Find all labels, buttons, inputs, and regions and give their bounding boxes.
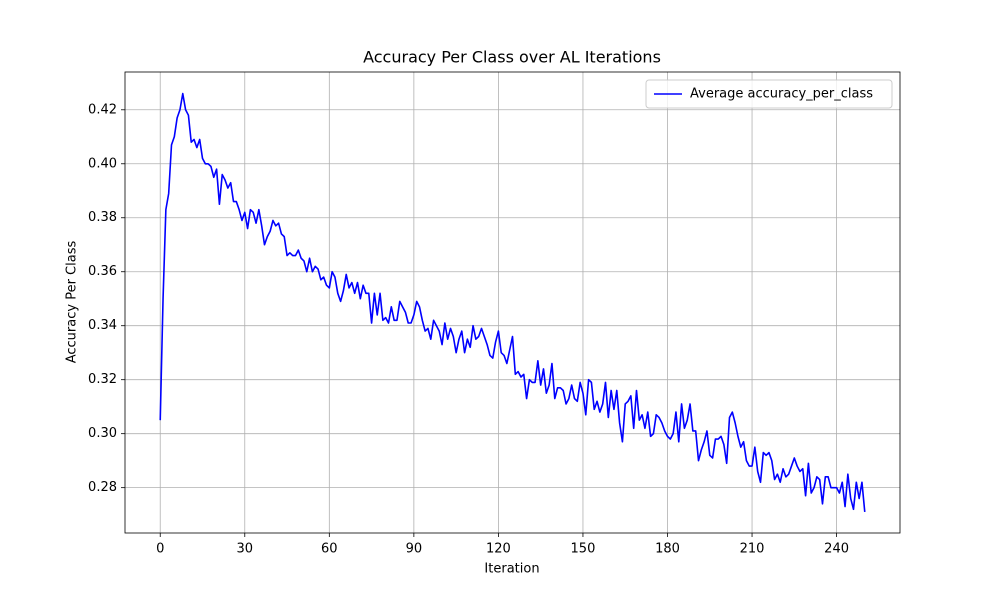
y-tick-label: 0.42: [88, 102, 117, 117]
line-series: [159, 92, 866, 513]
x-tick-label: 240: [824, 542, 849, 557]
axes-frame: [124, 71, 901, 534]
y-axis-label: Accuracy Per Class: [65, 241, 80, 364]
x-tick-label: 0: [156, 542, 164, 557]
y-tick-label: 0.40: [88, 156, 117, 171]
x-axis-label: Iteration: [484, 562, 539, 577]
x-tick-label: 120: [486, 542, 511, 557]
x-tick-label: 210: [740, 542, 765, 557]
y-tick-label: 0.30: [88, 426, 117, 441]
y-tick-label: 0.36: [88, 264, 117, 279]
x-tick-label: 90: [406, 542, 423, 557]
y-tick-label: 0.32: [88, 372, 117, 387]
y-tick-label: 0.38: [88, 210, 117, 225]
legend-label: Average accuracy_per_class: [690, 87, 873, 102]
legend-box: [645, 79, 893, 109]
x-tick-label: 30: [236, 542, 253, 557]
y-tick-label: 0.28: [88, 480, 117, 495]
y-tick-label: 0.34: [88, 318, 117, 333]
x-tick-label: 60: [321, 542, 338, 557]
x-tick-label: 180: [655, 542, 680, 557]
x-tick-label: 150: [571, 542, 596, 557]
chart-title: Accuracy Per Class over AL Iterations: [363, 48, 661, 67]
